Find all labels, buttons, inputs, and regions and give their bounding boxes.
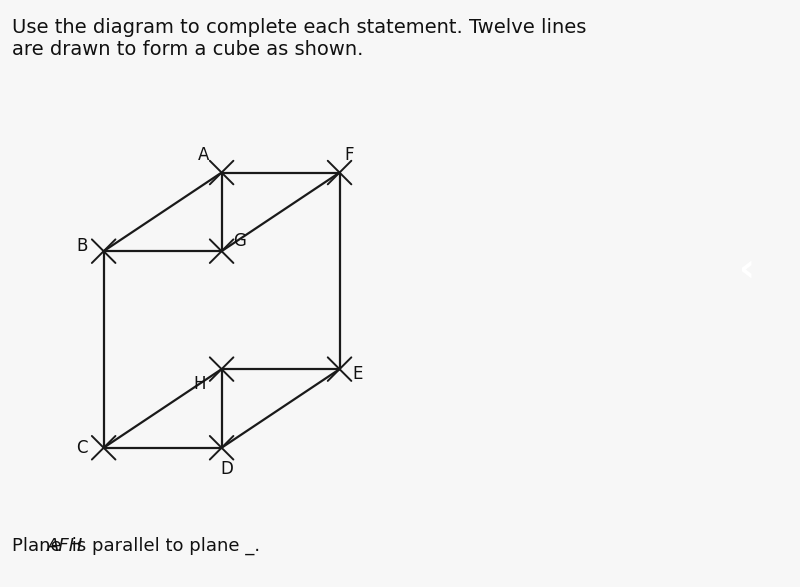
Text: C: C bbox=[76, 438, 88, 457]
Text: AFH: AFH bbox=[46, 537, 83, 555]
Text: ‹: ‹ bbox=[739, 251, 755, 289]
Text: D: D bbox=[220, 460, 233, 478]
Text: A: A bbox=[198, 146, 210, 164]
Text: E: E bbox=[352, 365, 362, 383]
Text: H: H bbox=[194, 375, 206, 393]
Text: Plane: Plane bbox=[12, 537, 67, 555]
Text: is parallel to plane _.: is parallel to plane _. bbox=[66, 537, 260, 555]
Text: Use the diagram to complete each statement. Twelve lines
are drawn to form a cub: Use the diagram to complete each stateme… bbox=[12, 18, 586, 59]
Text: F: F bbox=[345, 146, 354, 164]
Text: G: G bbox=[233, 232, 246, 250]
Text: B: B bbox=[76, 237, 88, 255]
